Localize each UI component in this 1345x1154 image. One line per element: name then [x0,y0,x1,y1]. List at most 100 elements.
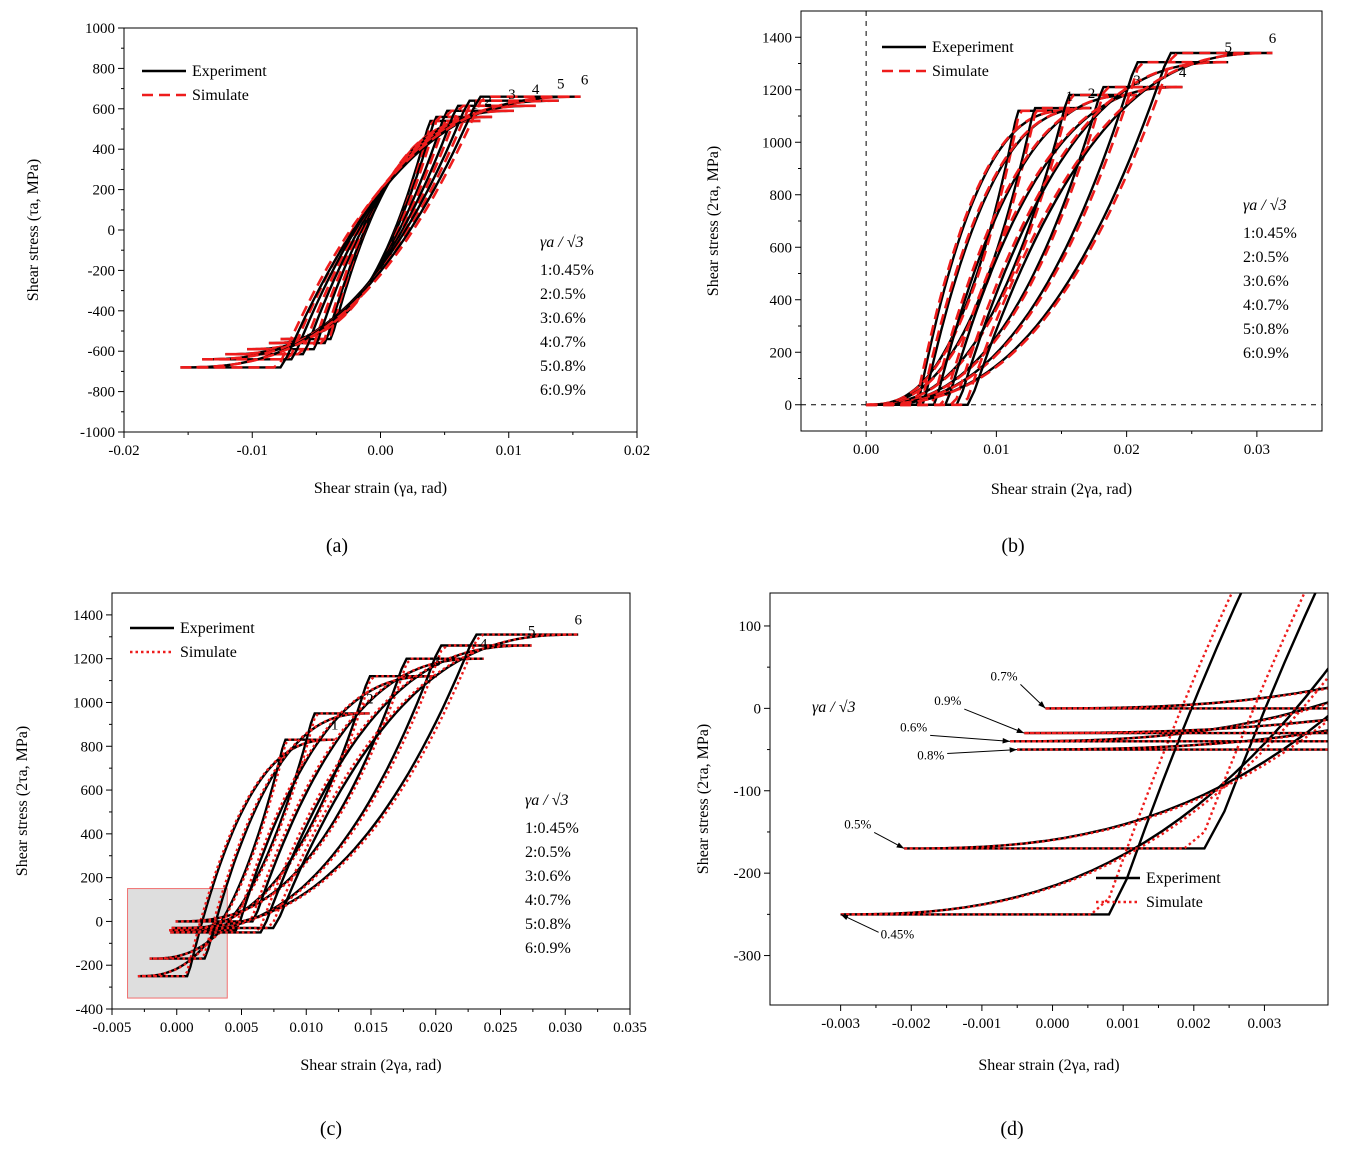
simulate-loop-3 [169,675,437,932]
legend-simulate-label: Simulate [180,644,237,661]
y-tick-label: -800 [88,385,116,401]
y-axis-label: Shear stress (2τa, MPa) [705,146,722,296]
simulate-loop-2 [904,593,1328,850]
curves-b [866,51,1273,407]
y-tick-label: -100 [734,784,762,800]
amplitude-entry: 5:0.8% [540,358,586,375]
loop-label-1: 1 [331,718,339,734]
experiment-loop-4 [225,104,536,356]
y-tick-label: 1200 [73,652,103,668]
zoom-region-box [127,888,228,999]
amplitude-entry: 5:0.8% [1243,321,1289,338]
simulate-loop-5 [866,60,1229,407]
simulate-loop-4 [225,104,536,356]
y-tick-label: 0 [754,701,762,717]
x-tick-label: -0.01 [237,443,268,459]
y-tick-label: 800 [770,188,793,204]
legend-experiment-label: Experiment [192,63,267,80]
simulate-loop-1 [866,109,1070,407]
loop-label-6: 6 [574,613,582,629]
legend-b: Exeperiment Simulate [882,39,1014,80]
x-tick-label: 0.020 [419,1020,453,1036]
x-tick-label: -0.005 [93,1020,132,1036]
loop-label-1: 1 [471,97,479,113]
panel-d: 0.7% 0.9% 0.6% 0.8% 0.5% 0.45% -0.003 -0.002 -0.… [695,592,1329,1140]
y-tick-label: 600 [93,102,116,118]
amplitude-entry: 2:0.5% [1243,249,1289,266]
x-tick-label: 0.015 [354,1020,388,1036]
x-axis-label: Shear strain (2γa, rad) [991,481,1132,498]
simulate-loop-2 [268,115,493,345]
loop-label-3: 3 [433,654,441,670]
loop-label-5: 5 [1224,40,1232,56]
amplitude-key-c: γa / √3 1:0.45% 2:0.5% 3:0.6% 4:0.7% 5:0.8% 6:… [525,792,579,957]
y-tick-label: -400 [76,1002,104,1018]
simulate-loop-6 [866,51,1273,407]
y-tick-label: 1000 [73,695,103,711]
amplitude-entry: 1:0.45% [540,262,594,279]
annotation-arrow [947,749,1018,755]
amplitude-entry: 5:0.8% [525,916,571,933]
x-tick-label: 0.025 [484,1020,518,1036]
loop-label-6: 6 [1269,31,1277,47]
amplitude-title: γa / √3 [1243,197,1287,214]
loop-label-5: 5 [557,77,565,93]
panel-a: 1 2 3 4 5 6 -0.02 -0.01 0.00 0.01 0.02 -1000 -800 -60… [25,21,650,557]
experiment-loop-4 [1045,686,1328,710]
amplitude-entry: 4:0.7% [1243,297,1289,314]
annotation-label: 0.8% [917,748,944,763]
x-tick-label: 0.03 [1244,442,1270,458]
y-tick-label: -300 [734,949,762,965]
amplitude-key-a: γa / √3 1:0.45% 2:0.5% 3:0.6% 4:0.7% 5:0.8% 6:… [540,234,594,399]
simulate-loop-3 [866,93,1137,407]
annotation-arrowhead [840,914,849,921]
annotation-label: 0.7% [990,668,1017,683]
legend-simulate-label: Simulate [1146,894,1203,911]
loop-label-2: 2 [1088,86,1096,102]
amplitude-entry: 4:0.7% [540,334,586,351]
simulate-loop-4 [1045,687,1328,710]
annotation-arrowhead [1038,701,1046,709]
loop-label-6: 6 [581,73,589,89]
y-tick-label: 1000 [85,21,115,37]
y-tick-label: 800 [81,739,104,755]
simulate-loop-5 [202,99,559,361]
y-tick-label: 200 [81,871,104,887]
legend-d: Experiment Simulate [1096,870,1221,911]
y-axis-label: Shear stress (τa, MPa) [25,159,42,301]
amplitude-entry: 6:0.9% [525,940,571,957]
x-tick-label: 0.000 [1036,1016,1070,1032]
legend-simulate-label: Simulate [932,63,989,80]
simulate-loop-6 [171,633,579,930]
y-tick-label: 0 [108,223,116,239]
amplitude-entry: 6:0.9% [1243,345,1289,362]
experiment-loop-1 [840,593,1328,916]
loop-label-1: 1 [1066,89,1074,105]
amplitude-title: γa / √3 [525,792,569,809]
experiment-loop-6 [180,95,581,369]
plot-frame-b [800,10,1323,432]
simulate-loop-2 [866,106,1092,407]
annotation-arrowhead [1016,727,1025,734]
y-tick-label: -200 [734,866,762,882]
curves-c [137,633,579,978]
annotation-label: 0.5% [844,816,871,831]
x-tick-label: -0.001 [963,1016,1002,1032]
loop-label-4: 4 [532,82,540,98]
y-tick-label: 600 [81,783,104,799]
y-tick-label: 400 [93,142,116,158]
amplitude-entry: 3:0.6% [540,310,586,327]
legend-a: Experiment Simulate [142,63,267,104]
annotation-arrowhead [1002,738,1011,744]
legend-experiment-label: Exeperiment [932,39,1014,56]
annotation-arrow [930,734,1011,742]
x-tick-label: 0.02 [624,443,650,459]
loop-label-4: 4 [480,637,488,653]
annotation-arrow [964,708,1025,734]
x-axis-label: Shear strain (2γa, rad) [978,1057,1119,1074]
annotation-arrowhead [1009,747,1018,753]
x-tick-label: 0.00 [367,443,393,459]
experiment-loop-5 [202,99,559,361]
annotation-label: 0.6% [900,719,927,734]
y-tick-label: 200 [93,183,116,199]
